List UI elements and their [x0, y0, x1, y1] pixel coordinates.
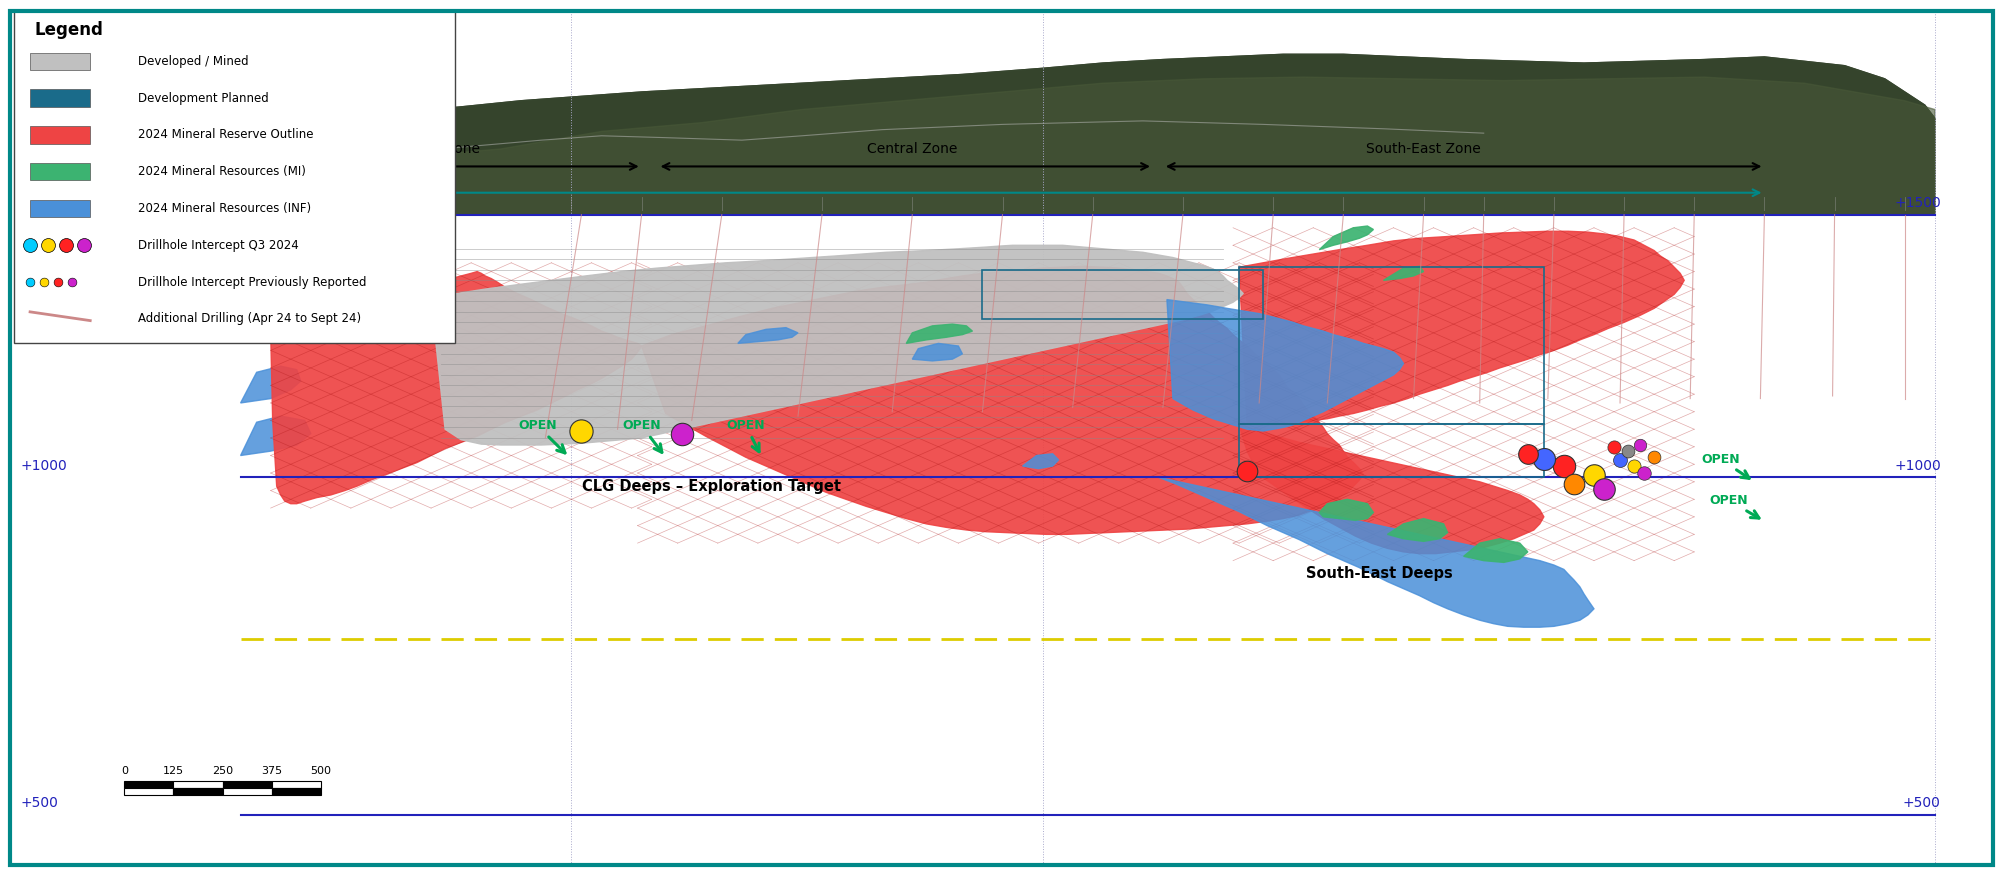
Polygon shape [241, 416, 311, 456]
Bar [30, 163, 90, 180]
Text: OPEN: OPEN [1700, 453, 1748, 478]
Bar [1239, 424, 1544, 477]
Polygon shape [241, 54, 1935, 215]
Text: 2024 Mineral Reserve Outline: 2024 Mineral Reserve Outline [138, 129, 315, 141]
Text: +1000: +1000 [20, 459, 66, 473]
Text: 125: 125 [162, 766, 184, 776]
Bar [172, 781, 223, 788]
Point [1624, 438, 1656, 452]
Point [1231, 464, 1263, 478]
Text: OPEN: OPEN [726, 420, 766, 452]
Text: +500: +500 [1903, 796, 1941, 810]
Point [1618, 459, 1650, 473]
Bar [124, 788, 172, 795]
Bar [271, 788, 321, 795]
Point [50, 238, 82, 252]
Text: South-East Deeps: South-East Deeps [1305, 566, 1454, 581]
Polygon shape [1167, 300, 1403, 431]
Text: 2024 Mineral Resources (INF): 2024 Mineral Resources (INF) [138, 202, 311, 215]
Point [1612, 444, 1644, 458]
Text: North-West Zone: North-West Zone [363, 142, 479, 156]
Polygon shape [738, 328, 798, 343]
Bar [14, 11, 455, 343]
Text: Central Zone: Central Zone [866, 142, 958, 156]
Bar [30, 200, 90, 217]
Text: OPEN: OPEN [1708, 494, 1758, 518]
Text: Legend: Legend [34, 21, 102, 39]
Polygon shape [1159, 477, 1594, 627]
Bar [30, 126, 90, 144]
Text: 500: 500 [311, 766, 331, 776]
Text: Drillhole Intercept Previously Reported: Drillhole Intercept Previously Reported [138, 276, 367, 288]
Point [565, 424, 597, 438]
Bar [223, 788, 271, 795]
Point [1588, 482, 1620, 496]
Bar [30, 89, 90, 107]
Text: CLG Deeps – Exploration Target: CLG Deeps – Exploration Target [581, 478, 842, 493]
Text: Development Planned: Development Planned [138, 92, 269, 104]
Point [14, 238, 46, 252]
Point [32, 238, 64, 252]
Point [666, 427, 698, 441]
Polygon shape [241, 54, 1935, 215]
Point [68, 238, 100, 252]
Polygon shape [1319, 226, 1373, 250]
Polygon shape [241, 77, 1935, 215]
Point [1598, 440, 1630, 454]
Point [1628, 466, 1660, 480]
Text: OPEN: OPEN [622, 420, 662, 452]
Point [1604, 453, 1636, 467]
Text: +1500: +1500 [1895, 196, 1941, 210]
Polygon shape [271, 272, 642, 504]
Polygon shape [642, 266, 1363, 534]
Bar [30, 53, 90, 70]
Polygon shape [1383, 266, 1424, 280]
Polygon shape [291, 245, 351, 276]
Polygon shape [1239, 231, 1684, 425]
Polygon shape [906, 324, 972, 343]
Point [1558, 477, 1590, 491]
Text: Drillhole Intercept Q3 2024: Drillhole Intercept Q3 2024 [138, 239, 299, 251]
Bar [223, 781, 271, 788]
Point [42, 275, 74, 289]
Bar [982, 270, 1263, 319]
Bar [124, 781, 172, 788]
Text: 250: 250 [213, 766, 233, 776]
Bar [271, 781, 321, 788]
Bar [172, 788, 223, 795]
Point [14, 275, 46, 289]
Text: OPEN: OPEN [517, 420, 565, 453]
Text: Developed / Mined: Developed / Mined [138, 55, 249, 67]
Bar [1239, 267, 1544, 424]
Point [56, 275, 88, 289]
Point [28, 275, 60, 289]
Text: +1000: +1000 [1895, 459, 1941, 473]
Polygon shape [241, 366, 301, 403]
Polygon shape [1319, 499, 1373, 520]
Point [1578, 468, 1610, 482]
Text: Additional Drilling (Apr 24 to Sept 24): Additional Drilling (Apr 24 to Sept 24) [138, 313, 361, 325]
Point [1638, 450, 1670, 464]
Polygon shape [1023, 454, 1059, 469]
Polygon shape [431, 245, 1243, 445]
Text: 375: 375 [261, 766, 283, 776]
Polygon shape [1464, 539, 1528, 562]
Polygon shape [311, 285, 351, 307]
Text: 2024 Mineral Resources (MI): 2024 Mineral Resources (MI) [138, 166, 307, 178]
Text: +500: +500 [20, 796, 58, 810]
Text: South-East Zone: South-East Zone [1365, 142, 1482, 156]
Polygon shape [1239, 425, 1544, 554]
Polygon shape [1387, 519, 1448, 541]
Polygon shape [311, 237, 401, 270]
Point [1548, 459, 1580, 473]
Polygon shape [912, 343, 962, 361]
Text: 0: 0 [120, 766, 128, 776]
Point [1512, 447, 1544, 461]
Point [1528, 452, 1560, 466]
